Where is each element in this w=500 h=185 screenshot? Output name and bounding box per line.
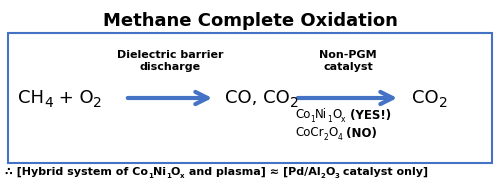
Text: 1: 1 [148, 172, 153, 179]
Text: x: x [180, 172, 184, 179]
Text: 2: 2 [94, 96, 102, 110]
Text: 2: 2 [324, 132, 328, 142]
Text: 3: 3 [334, 172, 339, 179]
Text: O: O [171, 167, 180, 177]
Text: Ni: Ni [153, 167, 166, 177]
Text: CoCr: CoCr [295, 127, 324, 139]
Text: O: O [332, 108, 341, 122]
Text: CO: CO [412, 89, 438, 107]
Text: 2: 2 [290, 96, 298, 110]
Text: and plasma] ≈ [Pd/Al: and plasma] ≈ [Pd/Al [184, 167, 320, 177]
Text: Methane Complete Oxidation: Methane Complete Oxidation [102, 12, 398, 30]
Text: + O: + O [53, 89, 94, 107]
Text: Co: Co [295, 108, 310, 122]
Text: ∴ [Hybrid system of Co: ∴ [Hybrid system of Co [5, 167, 148, 177]
Text: x: x [341, 115, 346, 124]
Text: 4: 4 [44, 96, 53, 110]
Text: O: O [325, 167, 334, 177]
Text: O: O [328, 127, 338, 139]
Text: (NO): (NO) [342, 127, 378, 139]
Text: Dielectric barrier: Dielectric barrier [117, 50, 223, 60]
Text: 1: 1 [327, 115, 332, 124]
Text: 1: 1 [166, 172, 171, 179]
Text: 1: 1 [310, 115, 315, 124]
Text: Non-PGM: Non-PGM [319, 50, 377, 60]
Text: CO, CO: CO, CO [225, 89, 290, 107]
Text: 2: 2 [320, 172, 325, 179]
Text: 2: 2 [438, 96, 448, 110]
Text: 4: 4 [338, 132, 342, 142]
Text: CH: CH [18, 89, 44, 107]
Text: catalyst: catalyst [323, 62, 373, 72]
Text: catalyst only]: catalyst only] [339, 167, 428, 177]
Text: (YES!): (YES!) [346, 108, 391, 122]
Text: Ni: Ni [315, 108, 327, 122]
Text: discharge: discharge [140, 62, 200, 72]
